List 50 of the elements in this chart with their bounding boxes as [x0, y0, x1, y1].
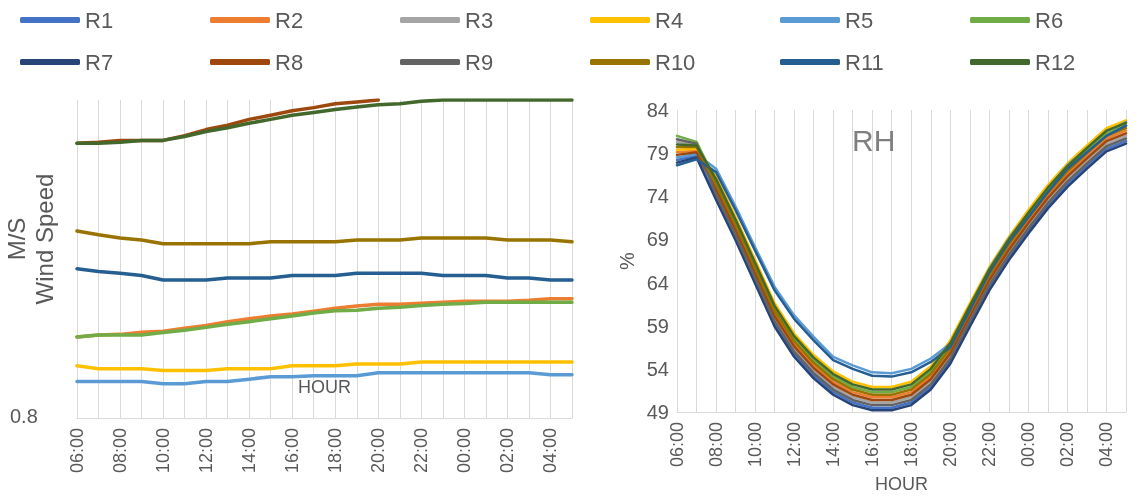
legend-label: R7 [85, 49, 114, 75]
y-tick-label: 84 [646, 99, 669, 121]
y-tick-label: 79 [646, 142, 669, 165]
x-tick-label: 02:00 [497, 428, 518, 474]
legend-label: R11 [845, 49, 884, 75]
legend-label: R3 [465, 7, 494, 33]
x-tick-label: 08:00 [706, 422, 727, 468]
y-tick-label: 49 [646, 401, 669, 423]
y-tick-label: 74 [646, 185, 669, 208]
x-tick-label: 00:00 [454, 428, 475, 474]
x-tick-label: 14:00 [239, 428, 260, 474]
legend-label: R2 [275, 7, 304, 33]
x-tick-label: 16:00 [282, 428, 303, 474]
legend-label: R1 [85, 7, 114, 33]
x-tick-label: 08:00 [110, 428, 131, 474]
x-tick-label: 16:00 [862, 422, 883, 468]
x-tick-label: 06:00 [67, 428, 87, 474]
x-tick-label: 14:00 [823, 422, 844, 468]
x-tick-label: 12:00 [196, 428, 217, 474]
chart-title: RH [852, 123, 896, 157]
x-tick-label: 06:00 [667, 422, 687, 468]
x-tick-label: 20:00 [368, 428, 389, 474]
x-tick-label: 18:00 [325, 428, 346, 474]
legend-label: R12 [1035, 49, 1076, 75]
x-tick-label: 20:00 [940, 422, 961, 468]
legend-label: R5 [845, 7, 874, 33]
y-tick-label: 59 [646, 314, 669, 337]
x-tick-label: 04:00 [540, 428, 561, 474]
x-tick-label: 22:00 [979, 422, 1000, 468]
x-tick-label: 00:00 [1018, 422, 1039, 468]
y-tick-label: 54 [646, 357, 669, 380]
x-tick-label: 04:00 [1096, 422, 1117, 468]
legend-label: R6 [1035, 7, 1064, 33]
y-axis-title: % [616, 251, 638, 270]
x-tick-label: 22:00 [411, 428, 432, 474]
x-tick-label: 10:00 [745, 422, 766, 468]
x-axis-title: HOUR [875, 473, 928, 494]
legend-label: R4 [655, 7, 684, 33]
x-tick-label: 12:00 [784, 422, 805, 468]
x-tick-label: 10:00 [153, 428, 174, 474]
x-tick-label: 18:00 [901, 422, 922, 468]
x-tick-label: 02:00 [1057, 422, 1078, 468]
y-tick-label: 64 [646, 271, 669, 294]
y-tick-label: 69 [646, 228, 669, 251]
legend-label: R9 [465, 49, 494, 75]
text: 0.8 [10, 405, 38, 427]
y-axis-title: M/S Wind Speed [2, 173, 58, 305]
legend-label: R8 [275, 49, 304, 75]
legend-label: R10 [655, 49, 696, 75]
x-axis-title: HOUR [298, 377, 351, 397]
